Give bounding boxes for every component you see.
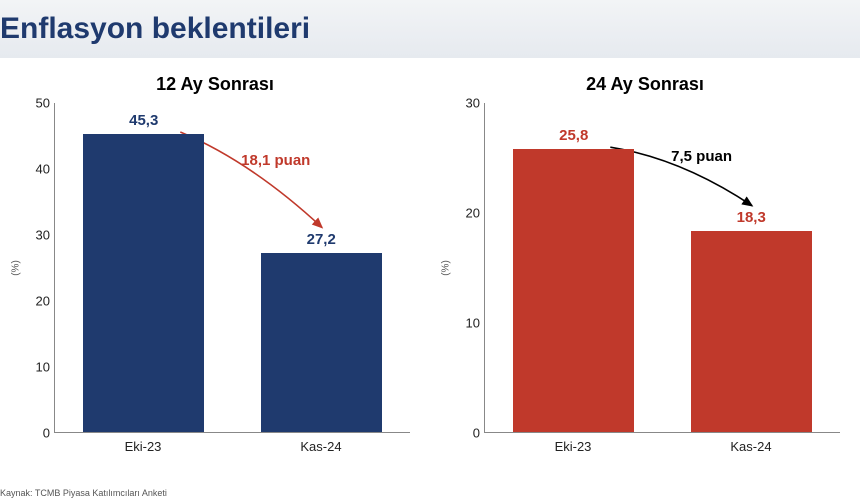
plot-area: 18,1 puan 45,3 27,2 xyxy=(54,103,410,433)
source-footer: Kaynak: TCMB Piyasa Katılımcıları Anketi xyxy=(0,488,167,498)
x-axis: Eki-23Kas-24 xyxy=(54,433,410,457)
delta-label: 18,1 puan xyxy=(241,152,310,169)
y-tick: 40 xyxy=(36,162,50,177)
y-axis: (%) 01020304050 xyxy=(20,103,54,433)
y-tick: 30 xyxy=(36,228,50,243)
x-tick-label: Kas-24 xyxy=(662,433,840,457)
y-tick: 50 xyxy=(36,96,50,111)
y-tick: 10 xyxy=(466,316,480,331)
delta-label: 7,5 puan xyxy=(671,148,732,165)
x-tick-label: Eki-23 xyxy=(54,433,232,457)
bar-value-label: 18,3 xyxy=(691,209,812,226)
plot-wrap: (%) 0102030 7,5 puan 25,818,3 xyxy=(450,103,840,433)
bar: 27,2 xyxy=(261,253,382,432)
bar: 18,3 xyxy=(691,231,812,432)
x-axis: Eki-23Kas-24 xyxy=(484,433,840,457)
bar-value-label: 45,3 xyxy=(83,112,204,129)
bar-value-label: 27,2 xyxy=(261,231,382,248)
y-tick: 20 xyxy=(36,294,50,309)
header-bar: Enflasyon beklentileri xyxy=(0,0,860,58)
y-tick: 0 xyxy=(43,426,50,441)
y-axis-label: (%) xyxy=(10,260,21,276)
chart-12ay: 12 Ay Sonrası (%) 0 10 20 30 40 50 18,1 puan … xyxy=(0,74,430,478)
bar: 25,8 xyxy=(513,149,634,432)
y-tick: 10 xyxy=(36,360,50,375)
chart-24ay: 24 Ay Sonrası (%) 0 10 20 30 7,5 puan 25,8 1… xyxy=(430,74,860,478)
bar: 45,3 xyxy=(83,134,204,432)
y-tick: 0 xyxy=(473,426,480,441)
y-tick: 20 xyxy=(466,206,480,221)
charts-container: 12 Ay Sonrası (%) 0 10 20 30 40 50 18,1 puan … xyxy=(0,58,860,478)
y-tick: 30 xyxy=(466,96,480,111)
x-tick-label: Kas-24 xyxy=(232,433,410,457)
plot-wrap: (%) 01020304050 18,1 puan 45,327,2 xyxy=(20,103,410,433)
y-axis: (%) 0102030 xyxy=(450,103,484,433)
page-title: Enflasyon beklentileri xyxy=(0,12,310,46)
plot-area: 7,5 puan 25,8 18,3 xyxy=(484,103,840,433)
x-tick-label: Eki-23 xyxy=(484,433,662,457)
y-axis-label: (%) xyxy=(440,260,451,276)
chart-title: 24 Ay Sonrası xyxy=(450,74,840,95)
chart-title: 12 Ay Sonrası xyxy=(20,74,410,95)
bar-value-label: 25,8 xyxy=(513,127,634,144)
